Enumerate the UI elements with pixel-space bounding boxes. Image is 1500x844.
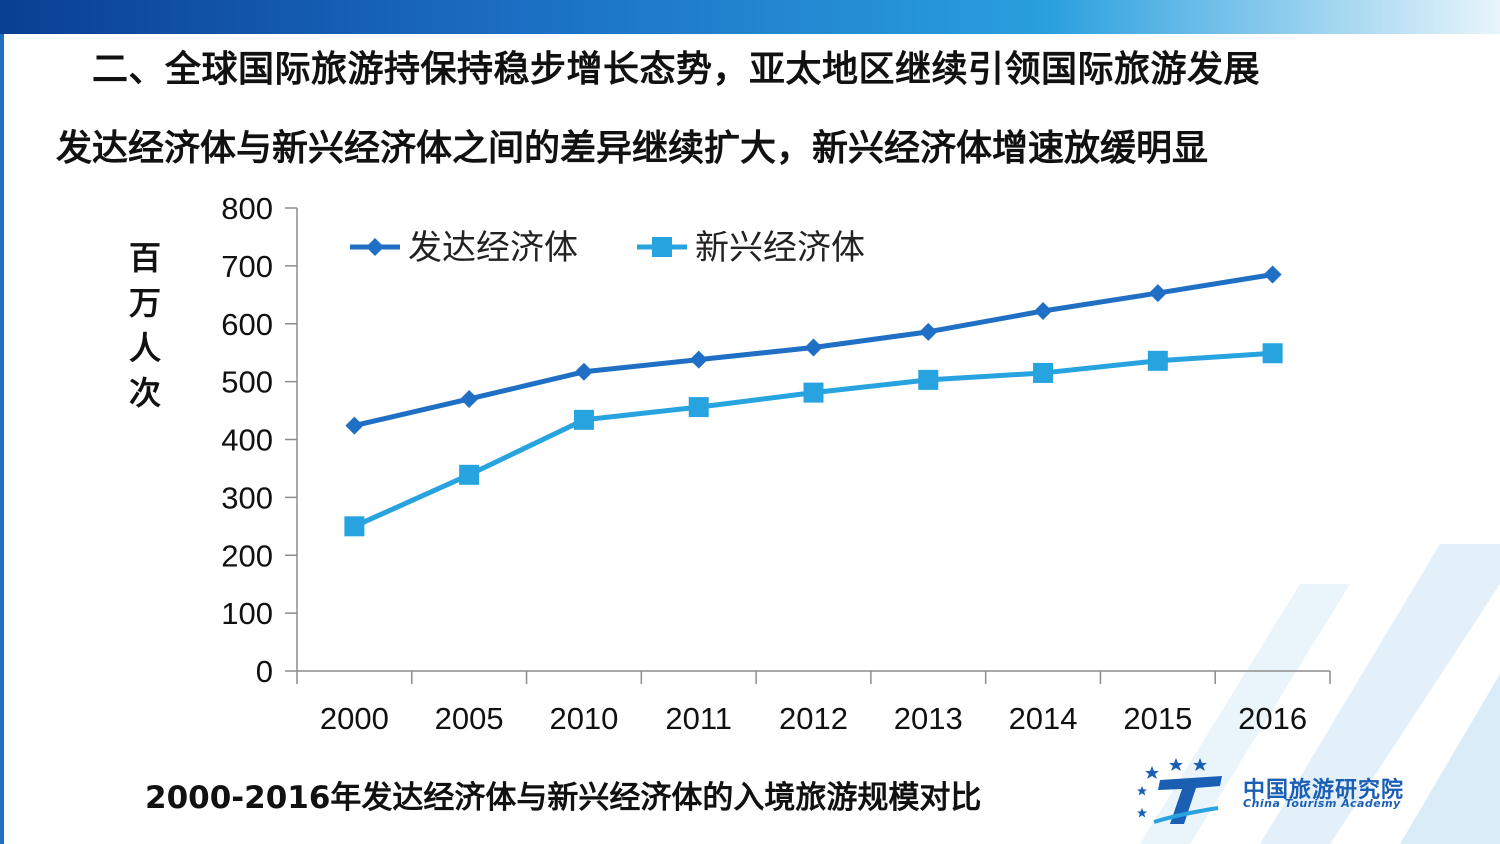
y-tick-label: 500 — [221, 365, 273, 400]
data-point-series-2 — [459, 464, 480, 485]
organization-logo: 中国旅游研究院 China Tourism Academy — [1130, 752, 1450, 832]
series-line-2 — [353, 350, 1273, 529]
x-tick-label: 2015 — [1123, 701, 1192, 736]
data-point-series-1 — [689, 350, 708, 369]
data-point-series-2 — [803, 382, 824, 403]
data-point-series-2 — [344, 516, 365, 537]
legend-marker-2 — [652, 237, 672, 257]
data-point-series-1 — [1263, 265, 1282, 284]
logo-name-cn: 中国旅游研究院 — [1243, 778, 1405, 803]
data-point-series-2 — [1147, 350, 1168, 371]
data-point-series-2 — [1033, 362, 1054, 383]
data-point-series-1 — [574, 362, 593, 381]
data-point-series-1 — [804, 338, 823, 357]
y-tick-label: 700 — [221, 249, 273, 284]
x-tick-label: 2012 — [779, 701, 848, 736]
logo-name-en: China Tourism Academy — [1243, 797, 1401, 810]
y-tick-label: 0 — [256, 654, 273, 689]
data-point-series-2 — [573, 409, 594, 430]
data-point-series-1 — [1148, 284, 1167, 303]
left-accent-stripe — [0, 34, 4, 844]
y-axis-label: 百万人次 — [128, 239, 161, 412]
x-tick-label: 2016 — [1238, 701, 1307, 736]
slide-heading: 二、全球国际旅游持保持稳步增长态势，亚太地区继续引领国际旅游发展 — [92, 49, 1261, 90]
academy-logo-icon — [1137, 758, 1222, 824]
legend-label-1: 发达经济体 — [408, 228, 578, 268]
data-point-series-2 — [1262, 343, 1283, 364]
x-tick-label: 2000 — [320, 701, 389, 736]
data-point-series-1 — [919, 322, 938, 341]
data-point-series-2 — [918, 369, 939, 390]
y-tick-label: 200 — [221, 538, 273, 573]
line-chart: 0 100 200 300 400 500 600 700 800 2000 2005 2010 201… — [221, 191, 1331, 736]
data-point-series-1 — [345, 416, 364, 435]
y-tick-label: 100 — [221, 596, 273, 631]
x-tick-label: 2005 — [435, 701, 504, 736]
y-tick-label: 800 — [221, 191, 273, 226]
data-point-series-1 — [460, 389, 479, 408]
legend-label-2: 新兴经济体 — [695, 228, 865, 268]
legend-marker-1 — [366, 238, 384, 256]
slide-subheading: 发达经济体与新兴经济体之间的差异继续扩大，新兴经济体增速放缓明显 — [56, 128, 1209, 169]
y-tick-label: 400 — [221, 423, 273, 458]
x-tick-label: 2013 — [894, 701, 963, 736]
x-tick-label: 2011 — [665, 701, 732, 736]
data-point-series-2 — [688, 397, 709, 418]
title-bar — [0, 0, 1500, 34]
chart-caption: 2000-2016年发达经济体与新兴经济体的入境旅游规模对比 — [145, 780, 982, 816]
x-tick-label: 2014 — [1009, 701, 1078, 736]
x-tick-label: 2010 — [549, 701, 618, 736]
data-point-series-1 — [1034, 302, 1053, 321]
y-tick-label: 600 — [221, 307, 273, 342]
y-tick-label: 300 — [221, 480, 273, 515]
